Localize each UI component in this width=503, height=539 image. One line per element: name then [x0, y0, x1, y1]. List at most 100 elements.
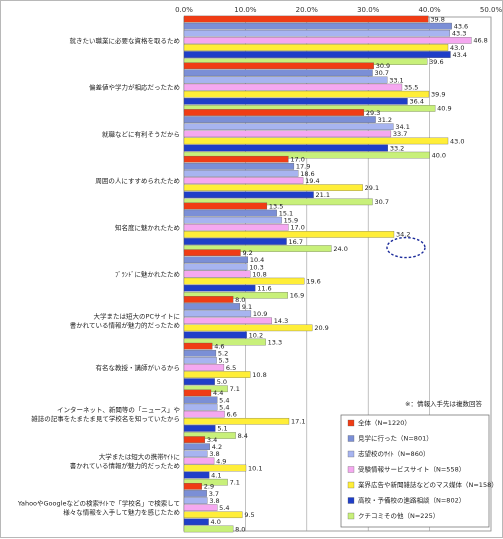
legend-label: 高校・予備校の進路相談（N=802）	[358, 496, 465, 505]
bar	[183, 378, 215, 385]
data-label: 33.1	[389, 76, 403, 84]
highlight-circle	[386, 236, 426, 259]
data-label: 34.1	[395, 123, 409, 131]
data-label: 4.9	[216, 457, 226, 465]
bar	[183, 291, 288, 299]
bar	[183, 417, 290, 425]
bar	[183, 263, 248, 271]
bar	[183, 83, 403, 91]
bar	[183, 245, 332, 252]
bar	[183, 62, 374, 70]
category-label: YahooやGoogleなどの検索ｻｲﾄで「学校名」で検索して	[17, 499, 180, 508]
data-label: 3.4	[207, 436, 217, 444]
data-label: 21.1	[316, 191, 330, 199]
bar	[183, 15, 429, 23]
bar	[183, 450, 208, 458]
bar	[183, 310, 252, 317]
bar	[183, 342, 213, 350]
bar	[183, 471, 210, 479]
bar	[183, 464, 247, 472]
bar	[183, 357, 217, 364]
data-label: 17.1	[291, 418, 305, 426]
bar	[183, 51, 451, 58]
bar	[183, 483, 202, 490]
data-label: 43.0	[450, 44, 464, 52]
bar	[183, 170, 299, 177]
legend-label: 志望校のｻｲﾄ（N=860）	[358, 449, 429, 458]
category-label: 大学または短大のPCサイトに	[94, 312, 180, 321]
legend-swatch	[347, 481, 355, 489]
data-label: 2.9	[204, 483, 214, 491]
category-label: 有名な教授・講師がいるから	[96, 363, 181, 372]
data-label: 17.0	[290, 156, 304, 164]
category-label: 就職などに有利そうだから	[102, 129, 180, 138]
data-label: 10.9	[253, 310, 267, 318]
x-tick-label: 20.0%	[296, 6, 319, 14]
bar	[183, 184, 363, 191]
bar	[183, 284, 256, 292]
x-tick-label: 40.0%	[418, 6, 441, 14]
data-label: 40.9	[437, 105, 451, 113]
x-tick-label: 50.0%	[480, 6, 503, 14]
legend-label: 全体（N=1220）	[358, 418, 411, 427]
category-label: 書かれている情報が魅力的だったため	[70, 461, 180, 470]
data-label: 15.9	[284, 217, 298, 225]
bar	[183, 231, 395, 238]
x-tick-label: 10.0%	[234, 6, 257, 14]
data-label: 19.6	[306, 277, 320, 285]
data-label: 6.6	[227, 411, 237, 419]
data-label: 39.6	[429, 58, 443, 66]
bar	[183, 396, 218, 404]
data-label: 39.8	[430, 15, 444, 23]
bar	[183, 216, 282, 224]
bar	[183, 270, 251, 278]
data-label: 4.2	[212, 443, 222, 451]
data-label: 43.3	[452, 30, 466, 38]
bar	[183, 478, 228, 486]
category-label: 周囲の人にすすめられたため	[95, 177, 180, 185]
bar	[183, 349, 217, 357]
data-label: 43.4	[452, 51, 466, 59]
legend-label: 受験情報サービスサイト（N=558）	[358, 465, 465, 474]
bar	[183, 109, 365, 116]
bar	[183, 443, 210, 451]
data-label: 30.7	[374, 69, 388, 77]
data-label: 8.0	[235, 525, 245, 533]
data-label: 35.5	[404, 83, 418, 91]
data-label: 11.6	[257, 285, 271, 293]
data-label: 3.8	[209, 450, 219, 458]
data-label: 5.4	[219, 396, 229, 404]
bar	[183, 303, 241, 310]
bar	[183, 296, 234, 303]
data-label: 3.7	[209, 490, 219, 498]
data-label: 10.1	[248, 464, 262, 472]
bar	[183, 29, 451, 37]
bar	[183, 525, 234, 533]
bar	[183, 504, 218, 511]
data-label: 10.3	[249, 263, 263, 271]
category-label: 知名度に魅かれたため	[115, 223, 180, 232]
data-label: 6.5	[226, 364, 236, 372]
data-label: 13.3	[268, 338, 282, 346]
legend-box	[340, 414, 490, 528]
bar	[183, 123, 394, 131]
legend-swatch	[347, 466, 355, 473]
bar	[183, 151, 430, 159]
bar	[183, 177, 304, 184]
bar	[183, 198, 373, 206]
data-label: 5.2	[218, 350, 228, 358]
category-label: 大学または短大の携帯ｻｲﾄに	[99, 452, 180, 461]
data-label: 16.9	[290, 292, 304, 300]
bar	[183, 163, 295, 170]
data-label: 5.0	[217, 378, 227, 386]
category-label: 偏差値や学力が相応だったため	[89, 83, 180, 92]
bar	[183, 130, 392, 138]
bar	[183, 490, 207, 497]
bar	[183, 432, 236, 439]
data-label: 9.1	[242, 303, 252, 311]
bar	[183, 511, 243, 519]
bar	[183, 331, 247, 339]
bar	[183, 76, 388, 84]
data-label: 4.4	[213, 389, 223, 397]
